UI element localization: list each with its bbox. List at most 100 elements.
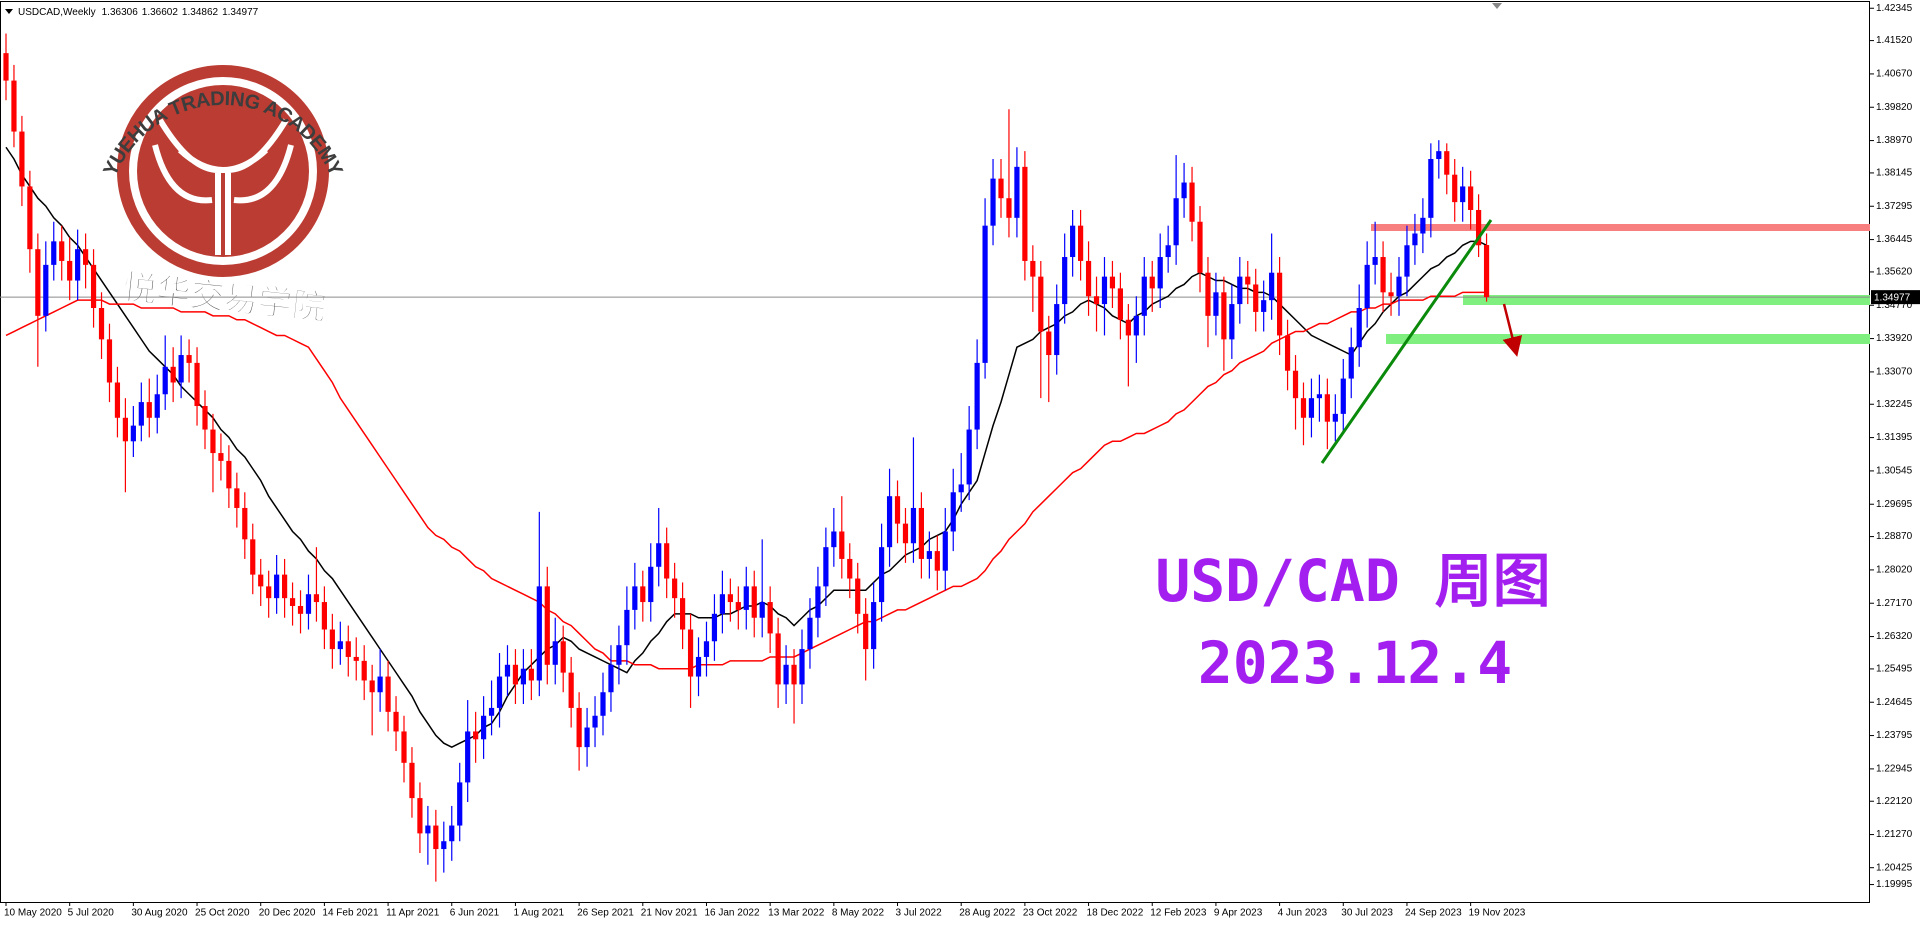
candle-body bbox=[560, 641, 566, 673]
candle-body bbox=[584, 727, 590, 748]
candle-body bbox=[83, 249, 89, 265]
y-tick-label: 1.32245 bbox=[1876, 399, 1913, 410]
y-tick-label: 1.22120 bbox=[1876, 796, 1913, 807]
candle-body bbox=[1014, 166, 1020, 218]
candle-body bbox=[417, 798, 423, 834]
candle-body bbox=[27, 186, 33, 250]
candle-body bbox=[608, 664, 614, 693]
candle-body bbox=[138, 402, 144, 426]
candle-body bbox=[1404, 245, 1410, 277]
candle-body bbox=[855, 578, 861, 614]
y-tick-label: 1.41520 bbox=[1876, 35, 1913, 46]
candle-body bbox=[568, 672, 574, 708]
candle-body bbox=[1396, 276, 1402, 297]
candle-body bbox=[35, 249, 41, 316]
plot bbox=[0, 33, 1870, 882]
candle-body bbox=[1038, 276, 1044, 332]
x-tick-label: 13 Mar 2022 bbox=[768, 908, 825, 919]
candle-body bbox=[592, 715, 598, 728]
candle-body bbox=[162, 366, 168, 395]
candle-body bbox=[19, 131, 25, 187]
logo-ring bbox=[117, 65, 329, 277]
candle-body bbox=[465, 731, 471, 783]
candle-body bbox=[751, 586, 757, 618]
candle-body bbox=[799, 649, 805, 685]
candle-body bbox=[1269, 272, 1275, 301]
candle-body bbox=[266, 586, 272, 599]
candle-body bbox=[974, 362, 980, 430]
candle-body bbox=[1284, 335, 1291, 371]
last-price-label: 1.34977 bbox=[1874, 292, 1911, 303]
candle-body bbox=[767, 602, 773, 634]
candle-body bbox=[982, 225, 988, 363]
x-tick-label: 9 Apr 2023 bbox=[1214, 908, 1263, 919]
annotation-date: 2023.12.4 bbox=[1198, 629, 1512, 697]
candle-body bbox=[488, 707, 495, 716]
x-tick-label: 24 Sep 2023 bbox=[1405, 908, 1462, 919]
candle-body bbox=[114, 382, 121, 418]
candle-body bbox=[250, 539, 256, 575]
x-tick-label: 25 Oct 2020 bbox=[195, 908, 250, 919]
candle-body bbox=[146, 402, 152, 418]
y-tick-label: 1.22945 bbox=[1876, 764, 1913, 775]
candle-body bbox=[1253, 284, 1259, 312]
y-tick-label: 1.20425 bbox=[1876, 862, 1913, 873]
header-low: 1.34862 bbox=[182, 7, 219, 18]
candle-body bbox=[1149, 276, 1155, 289]
candle-body bbox=[178, 355, 184, 383]
y-tick-label: 1.35620 bbox=[1876, 267, 1913, 278]
candle-body bbox=[258, 574, 264, 587]
header-close: 1.34977 bbox=[222, 7, 259, 18]
down-arrow bbox=[1502, 303, 1523, 357]
candle-body bbox=[385, 676, 391, 712]
candle-body bbox=[815, 586, 821, 618]
candle-body bbox=[210, 429, 216, 454]
candle-body bbox=[1093, 296, 1100, 305]
candle-body bbox=[441, 841, 447, 850]
candle-body bbox=[552, 641, 558, 665]
candle-body bbox=[632, 586, 638, 610]
candle-body bbox=[1356, 307, 1362, 348]
candle-body bbox=[926, 551, 932, 559]
candle-body bbox=[1189, 182, 1195, 222]
candle-body bbox=[743, 586, 749, 610]
last-price-box bbox=[1871, 290, 1920, 305]
candle-body bbox=[1205, 272, 1211, 316]
candle-body bbox=[1460, 186, 1466, 203]
candle-body bbox=[1109, 276, 1116, 289]
candle-body bbox=[401, 731, 407, 763]
candle-body bbox=[934, 551, 940, 571]
candle-body bbox=[1157, 257, 1163, 289]
candle-body bbox=[1277, 272, 1283, 336]
candle-body bbox=[719, 594, 725, 614]
candle-body bbox=[831, 531, 837, 548]
candle-body bbox=[43, 264, 49, 316]
candle-body bbox=[321, 602, 327, 630]
candle-body bbox=[910, 507, 917, 544]
candle-body bbox=[1181, 182, 1187, 199]
candle-body bbox=[879, 547, 885, 603]
candle-body bbox=[226, 460, 232, 489]
y-tick-label: 1.27170 bbox=[1876, 598, 1913, 609]
candle-body bbox=[274, 574, 280, 599]
candle-body bbox=[839, 531, 845, 559]
candle-body bbox=[1436, 151, 1442, 160]
candle-body bbox=[1141, 276, 1147, 316]
y-tick-label: 1.42345 bbox=[1876, 3, 1913, 14]
candle-body bbox=[727, 594, 733, 603]
y-tick-label: 1.39820 bbox=[1876, 102, 1913, 113]
y-tick-label: 1.26320 bbox=[1876, 631, 1913, 642]
candle-body bbox=[616, 645, 622, 665]
candle-body bbox=[998, 178, 1004, 199]
y-tick-label: 1.28870 bbox=[1876, 531, 1913, 542]
support-zone bbox=[1386, 334, 1870, 344]
candle-body bbox=[1364, 264, 1370, 308]
candle-body bbox=[672, 578, 678, 599]
candle-body bbox=[847, 558, 853, 579]
candle-body bbox=[297, 605, 304, 614]
candle-body bbox=[1412, 233, 1418, 246]
candle-body bbox=[1324, 394, 1330, 422]
candle-body bbox=[457, 782, 463, 826]
y-tick-label: 1.37295 bbox=[1876, 201, 1913, 212]
